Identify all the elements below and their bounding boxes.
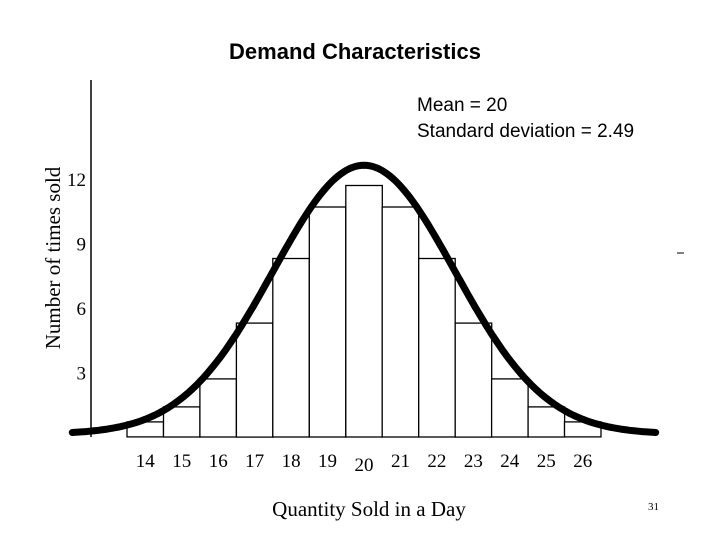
y-tick-9: 9 [77,235,87,256]
x-tick-19: 19 [318,451,337,472]
x-tick-20: 20 [355,455,374,476]
chart-title: Demand Characteristics [229,39,481,64]
y-tick-3: 3 [77,364,87,385]
y-axis-label: Number of times sold [41,166,65,349]
x-tick-16: 16 [209,451,228,472]
y-tick-12: 12 [67,170,86,191]
x-tick-15: 15 [172,451,191,472]
bar-19 [308,206,347,438]
bar-24 [490,378,529,438]
x-tick-23: 23 [464,451,483,472]
page-number: 31 [648,501,659,513]
y-ticks-group: 3 6 9 12 [67,170,86,385]
x-ticks-group: 14 15 16 17 18 19 20 21 22 23 24 25 26 [136,451,593,476]
x-tick-21: 21 [391,451,410,472]
bar-21 [381,206,420,438]
x-tick-24: 24 [500,451,520,472]
x-tick-17: 17 [245,451,264,472]
x-axis-label: Quantity Sold in a Day [272,497,466,521]
bar-23 [454,322,493,438]
mean-annotation: Mean = 20 [417,95,507,116]
bars-group [126,184,602,438]
bar-20 [345,184,383,438]
bar-18 [272,257,310,438]
x-tick-26: 26 [573,451,592,472]
bar-17 [235,322,274,438]
y-tick-6: 6 [77,299,87,320]
bar-22 [418,257,456,438]
normal-curve [68,161,660,436]
x-tick-14: 14 [136,451,156,472]
bar-16 [199,378,238,438]
x-tick-25: 25 [537,451,556,472]
x-tick-18: 18 [282,451,301,472]
std-dev-annotation: Standard deviation = 2.49 [417,121,634,142]
x-tick-22: 22 [427,451,446,472]
bar-25 [527,406,566,438]
bar-15 [162,406,201,438]
